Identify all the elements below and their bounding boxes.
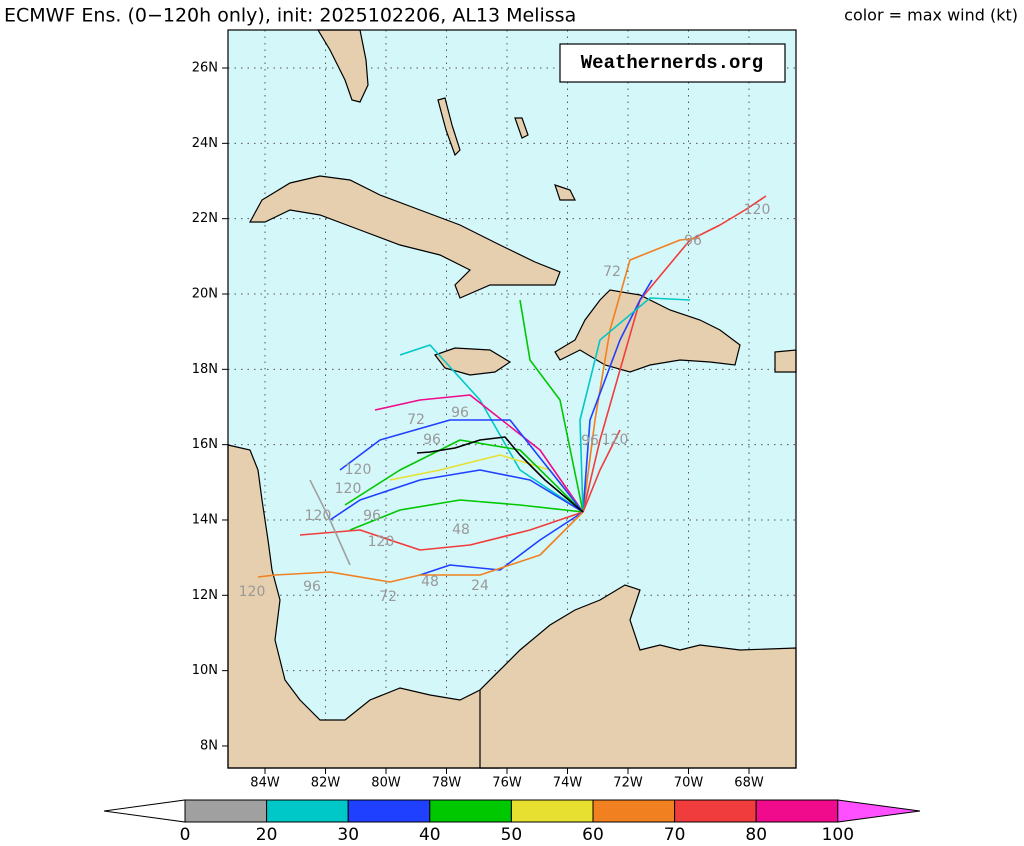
lat-label: 8N [200,738,218,753]
hour-label: 120 [368,534,395,550]
title: ECMWF Ens. (0−120h only), init: 20251022… [4,5,576,27]
colorbar-end [103,799,186,823]
cuba [248,175,561,299]
lat-label: 12N [192,588,218,603]
hour-label: 120 [239,584,266,600]
hour-label: 72 [407,412,425,428]
colorbar-segment [184,799,268,823]
lon-label: 84W [250,776,280,791]
hispaniola [554,289,741,373]
colorbar-end [837,799,921,823]
colorbar-segment [755,799,839,823]
watermark: Weathernerds.org [581,52,763,74]
lat-label: 18N [192,362,218,377]
hour-label: 120 [602,432,629,448]
axis-labels: 26N 24N 22N 20N 18N 16N 14N 12N 10N 8N 84W 82W 80W 78… [192,61,764,791]
colorbar-segment [510,799,594,823]
hour-label: 72 [379,589,397,605]
watermark-box [559,43,786,83]
colorbar: 0 20 30 40 50 60 70 80 100 [103,799,921,845]
track [309,479,351,566]
lon-label: 68W [734,776,764,791]
colorbar-label: 70 [664,825,686,845]
lat-label: 26N [192,61,218,76]
colorbar-label: 80 [745,825,767,845]
lat-label: 22N [192,211,218,226]
track [582,237,701,513]
land [227,29,797,769]
track [349,499,584,531]
hour-label: 96 [423,432,441,448]
hour-label: 120 [744,202,771,218]
track [579,297,691,513]
colorbar-label: 50 [501,825,523,845]
lon-label: 82W [311,776,341,791]
colorbar-label: 0 [180,825,191,845]
track [582,429,621,513]
lat-label: 10N [192,663,218,678]
bahamas [437,97,461,157]
lat-label: 14N [192,512,218,527]
track [582,279,653,513]
lat-label: 16N [192,437,218,452]
hour-label: 120 [305,508,332,524]
track [257,511,584,583]
colorbar-label: 20 [256,825,278,845]
legend-note: color = max wind (kt) [844,6,1018,25]
map-frame [227,29,797,769]
hour-label: 48 [452,522,470,538]
track [582,195,767,513]
hour-label: 24 [471,578,489,594]
hour-label: 96 [363,508,381,524]
colorbar-segment [266,799,349,823]
hour-label: 96 [581,433,599,449]
colorbar-segment [347,799,431,823]
lat-label: 20N [192,286,218,301]
jamaica [434,347,512,376]
track [299,511,584,551]
hour-label: 120 [345,462,372,478]
colorbar-segment [674,799,757,823]
lon-label: 72W [613,776,643,791]
colorbar-segment [429,799,512,823]
track [329,469,584,521]
track [519,299,584,513]
colorbar-segment [592,799,676,823]
bahamas [554,184,576,201]
colorbar-label: 60 [582,825,604,845]
hour-label: 120 [335,481,362,497]
hour-label: 96 [451,405,469,421]
tracks [257,195,767,583]
hour-label: 96 [303,579,321,595]
lon-label: 70W [674,776,704,791]
lon-label: 80W [371,776,401,791]
lon-label: 76W [492,776,522,791]
bahamas [514,117,529,139]
hour-label: 96 [684,233,702,249]
lon-label: 74W [553,776,583,791]
track [399,344,584,513]
lon-label: 78W [432,776,462,791]
track [344,439,584,513]
puerto-rico [774,349,797,373]
colorbar-label: 30 [337,825,359,845]
mean-track [416,436,584,513]
track [339,419,584,513]
track [374,394,584,513]
track [419,511,584,576]
florida [316,29,369,103]
colorbar-label: 40 [419,825,441,845]
colorbar-label: 100 [822,825,854,845]
hour-label: 72 [603,264,621,280]
hour-label: 48 [421,574,439,590]
lat-label: 24N [192,136,218,151]
